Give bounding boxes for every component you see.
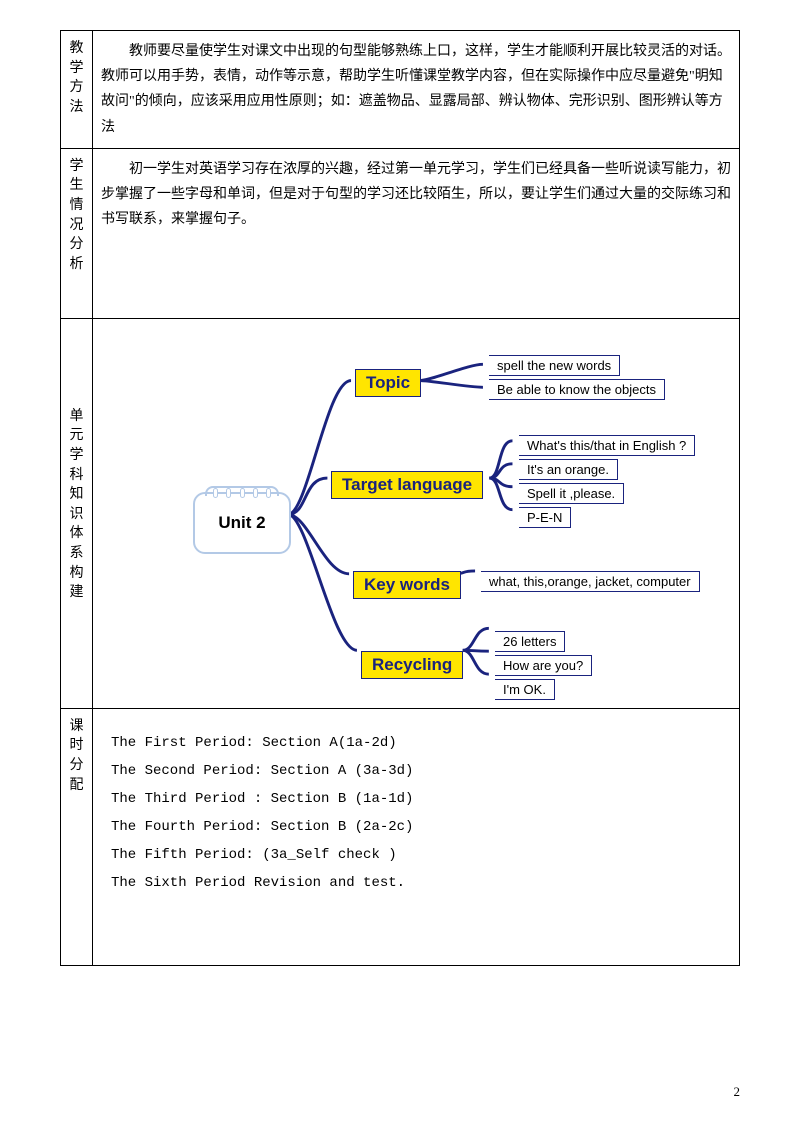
mindmap-leaf: what, this,orange, jacket, computer — [481, 571, 700, 592]
mindmap: Unit 2 Topic spell the new words Be able to… — [101, 327, 731, 700]
teaching-method-content: 教师要尽量使学生对课文中出现的句型能够熟练上口，这样，学生才能顺利开展比较灵活的… — [93, 31, 740, 149]
mindmap-leaf: It's an orange. — [519, 459, 618, 480]
mindmap-category-recycling: Recycling — [361, 651, 463, 679]
row-label-knowledge-system: 单元学科知识体系构建 — [61, 318, 93, 708]
mindmap-leaf: How are you? — [495, 655, 592, 676]
teaching-method-text: 教师要尽量使学生对课文中出现的句型能够熟练上口，这样，学生才能顺利开展比较灵活的… — [101, 39, 731, 140]
row-label-student-analysis: 学生情况分析 — [61, 148, 93, 318]
row-label-teaching-method: 教学方法 — [61, 31, 93, 149]
periods-list: The First Period: Section A(1a-2d)The Se… — [101, 717, 731, 957]
period-item: The Third Period : Section B (1a-1d) — [111, 785, 721, 813]
mindmap-category-key_words: Key words — [353, 571, 461, 599]
student-analysis-text: 初一学生对英语学习存在浓厚的兴趣，经过第一单元学习，学生们已经具备一些听说读写能… — [101, 157, 731, 233]
mindmap-leaf: 26 letters — [495, 631, 565, 652]
page-number: 2 — [734, 1084, 741, 1100]
period-item: The First Period: Section A(1a-2d) — [111, 729, 721, 757]
mindmap-leaf: What's this/that in English ? — [519, 435, 695, 456]
period-item: The Fifth Period: (3a_Self check ) — [111, 841, 721, 869]
mindmap-leaf: spell the new words — [489, 355, 620, 376]
student-analysis-content: 初一学生对英语学习存在浓厚的兴趣，经过第一单元学习，学生们已经具备一些听说读写能… — [93, 148, 740, 318]
lesson-plan-table: 教学方法 教师要尽量使学生对课文中出现的句型能够熟练上口，这样，学生才能顺利开展… — [60, 30, 740, 966]
mindmap-leaf: I'm OK. — [495, 679, 555, 700]
period-item: The Fourth Period: Section B (2a-2c) — [111, 813, 721, 841]
mindmap-leaf: Be able to know the objects — [489, 379, 665, 400]
mindmap-root: Unit 2 — [193, 492, 291, 554]
mindmap-category-topic: Topic — [355, 369, 421, 397]
period-allocation-content: The First Period: Section A(1a-2d)The Se… — [93, 708, 740, 965]
period-item: The Second Period: Section A (3a-3d) — [111, 757, 721, 785]
knowledge-system-diagram: Unit 2 Topic spell the new words Be able to… — [93, 318, 740, 708]
mindmap-leaf: P-E-N — [519, 507, 571, 528]
mindmap-category-target_language: Target language — [331, 471, 483, 499]
row-label-period-allocation: 课时分配 — [61, 708, 93, 965]
period-item: The Sixth Period Revision and test. — [111, 869, 721, 897]
mindmap-leaf: Spell it ,please. — [519, 483, 624, 504]
